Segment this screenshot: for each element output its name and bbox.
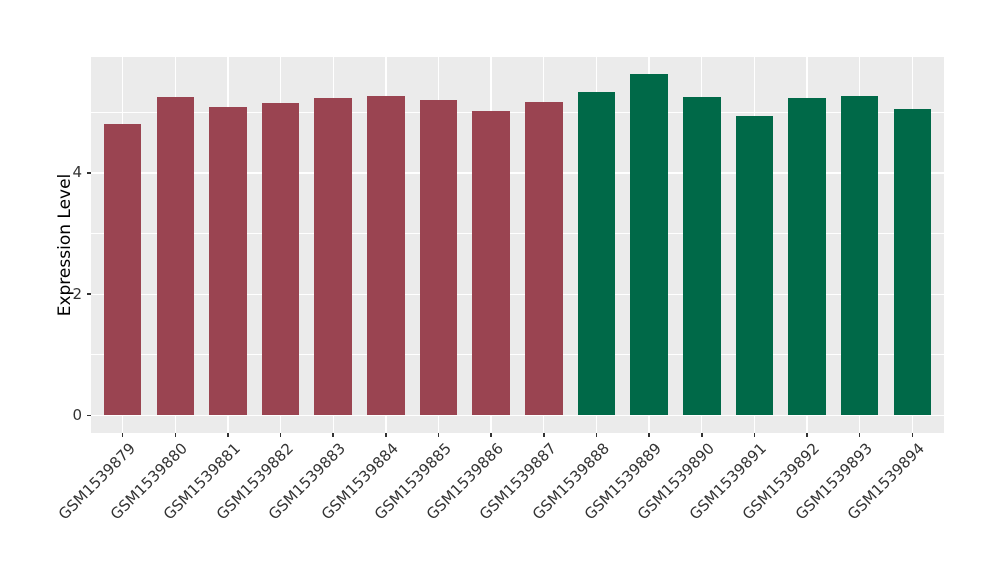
y-tick-mark	[87, 414, 91, 417]
x-tick-mark	[279, 433, 282, 437]
bar-GSM1539888	[577, 91, 616, 416]
y-tick-label: 0	[72, 406, 82, 424]
x-tick-mark	[121, 433, 124, 437]
x-tick-mark	[648, 433, 650, 437]
gridline-minor-h	[91, 354, 944, 356]
bar-GSM1539881	[209, 106, 247, 416]
y-tick-label: 4	[72, 163, 82, 182]
y-tick-label: 2	[72, 284, 82, 303]
gridline-major-h	[91, 172, 944, 174]
bar-GSM1539879	[103, 124, 142, 416]
x-tick-mark	[490, 433, 492, 437]
bar-GSM1539885	[419, 100, 458, 416]
x-tick-mark	[858, 433, 861, 437]
gridline-major-h	[91, 293, 944, 295]
bar-GSM1539880	[156, 97, 194, 416]
bar-GSM1539883	[314, 98, 352, 416]
bar-GSM1539889	[630, 74, 668, 416]
bar-GSM1539891	[735, 115, 774, 416]
x-tick-mark	[753, 433, 756, 437]
bar-GSM1539894	[893, 108, 932, 416]
bar-GSM1539892	[788, 98, 826, 416]
x-tick-mark	[174, 433, 176, 437]
x-tick-mark	[543, 433, 545, 437]
y-tick-mark	[87, 293, 91, 295]
gridline-minor-h	[91, 233, 944, 235]
bar-GSM1539893	[840, 96, 879, 416]
bar-GSM1539886	[472, 111, 510, 416]
x-tick-mark	[332, 433, 334, 437]
x-tick-mark	[911, 433, 914, 437]
bar-GSM1539884	[367, 96, 405, 416]
x-tick-mark	[701, 433, 703, 437]
x-tick-mark	[595, 433, 598, 437]
x-tick-mark	[437, 433, 440, 437]
x-tick-mark	[227, 433, 229, 437]
x-tick-mark	[385, 433, 387, 437]
y-tick-mark	[87, 172, 91, 174]
plot-panel	[91, 57, 944, 433]
bar-GSM1539882	[261, 103, 300, 416]
x-tick-mark	[806, 433, 808, 437]
gridline-minor-h	[91, 111, 944, 113]
gridline-major-h	[91, 414, 944, 417]
bar-GSM1539890	[683, 97, 721, 416]
bar-GSM1539887	[525, 101, 563, 416]
